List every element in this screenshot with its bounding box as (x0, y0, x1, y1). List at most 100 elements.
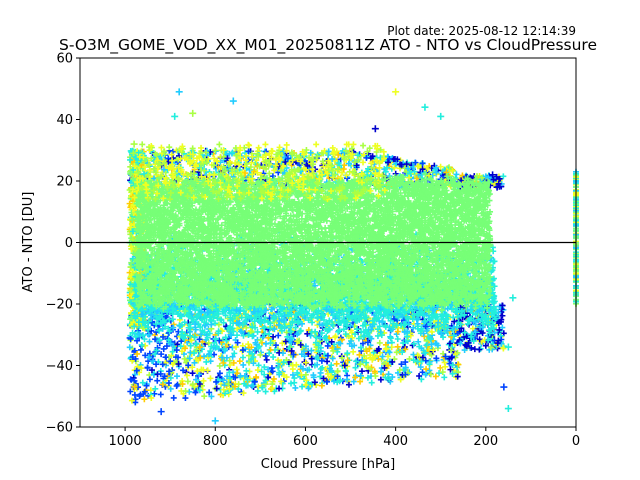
data-point (350, 348, 357, 355)
data-point (376, 339, 383, 346)
data-point (152, 385, 159, 392)
data-point (309, 361, 316, 368)
data-point (245, 352, 252, 359)
data-point (402, 346, 409, 353)
data-point (317, 369, 324, 376)
data-point (393, 160, 400, 167)
data-point (131, 371, 138, 378)
data-point (357, 378, 364, 385)
data-point (193, 340, 200, 347)
data-point (289, 366, 296, 373)
data-point (158, 351, 165, 358)
data-point (345, 381, 352, 388)
data-point (144, 364, 151, 371)
data-point (340, 326, 347, 333)
data-point (189, 370, 196, 377)
data-point (163, 343, 170, 350)
data-point (368, 379, 375, 386)
data-point (182, 345, 189, 352)
data-point (291, 379, 298, 386)
data-point (188, 337, 195, 344)
data-point (324, 352, 331, 359)
data-point (437, 364, 444, 371)
data-point (167, 385, 174, 392)
data-point (275, 332, 282, 339)
data-point (182, 395, 189, 402)
data-point (500, 330, 507, 337)
data-point (374, 332, 381, 339)
data-points-layer (126, 88, 579, 425)
data-point (325, 310, 332, 317)
data-point (358, 368, 365, 375)
data-point (364, 374, 371, 381)
data-point (499, 312, 506, 319)
data-point (459, 172, 466, 179)
data-point (416, 373, 423, 380)
data-point (206, 389, 213, 396)
data-point (254, 367, 261, 374)
data-point (310, 374, 317, 381)
data-point (415, 338, 422, 345)
data-point (179, 348, 186, 355)
data-point (476, 346, 483, 353)
data-point (250, 360, 257, 367)
data-point (324, 378, 331, 385)
data-point (127, 388, 134, 395)
data-point (207, 375, 214, 382)
data-point (242, 150, 249, 157)
data-point (419, 369, 426, 376)
data-point (298, 351, 305, 358)
data-point (240, 361, 247, 368)
data-point (392, 170, 399, 177)
data-point (226, 369, 233, 376)
data-point (414, 172, 421, 179)
data-point (146, 350, 153, 357)
data-point (403, 168, 410, 175)
data-point (170, 394, 177, 401)
data-point (146, 376, 153, 383)
data-point (406, 355, 413, 362)
data-point (305, 385, 312, 392)
data-point (138, 341, 145, 348)
data-point (418, 376, 425, 383)
data-point (208, 393, 215, 400)
data-point (179, 381, 186, 388)
data-point (167, 374, 174, 381)
data-point (375, 355, 382, 362)
data-point (428, 328, 435, 335)
data-point (279, 350, 286, 357)
data-point (216, 370, 223, 377)
data-point (262, 340, 269, 347)
data-point (308, 347, 315, 354)
data-point (345, 160, 352, 167)
data-point (344, 357, 351, 364)
data-point (360, 151, 367, 158)
data-point (453, 171, 460, 178)
data-point (173, 373, 180, 380)
data-point (257, 351, 264, 358)
data-point (141, 336, 148, 343)
data-point (370, 349, 377, 356)
data-point (429, 322, 436, 329)
data-point (243, 367, 250, 374)
data-point (436, 370, 443, 377)
data-point (226, 357, 233, 364)
data-point (162, 354, 169, 361)
data-point (292, 384, 299, 391)
data-point (402, 364, 409, 371)
data-point (276, 385, 283, 392)
data-point (449, 370, 456, 377)
data-point (169, 348, 176, 355)
data-point (397, 376, 404, 383)
data-point (394, 343, 401, 350)
data-point (233, 343, 240, 350)
data-point (449, 344, 456, 351)
data-point (377, 376, 384, 383)
data-point (357, 361, 364, 368)
data-point (356, 351, 363, 358)
data-point (304, 367, 311, 374)
data-point (389, 374, 396, 381)
data-point (272, 156, 279, 163)
data-point (372, 373, 379, 380)
